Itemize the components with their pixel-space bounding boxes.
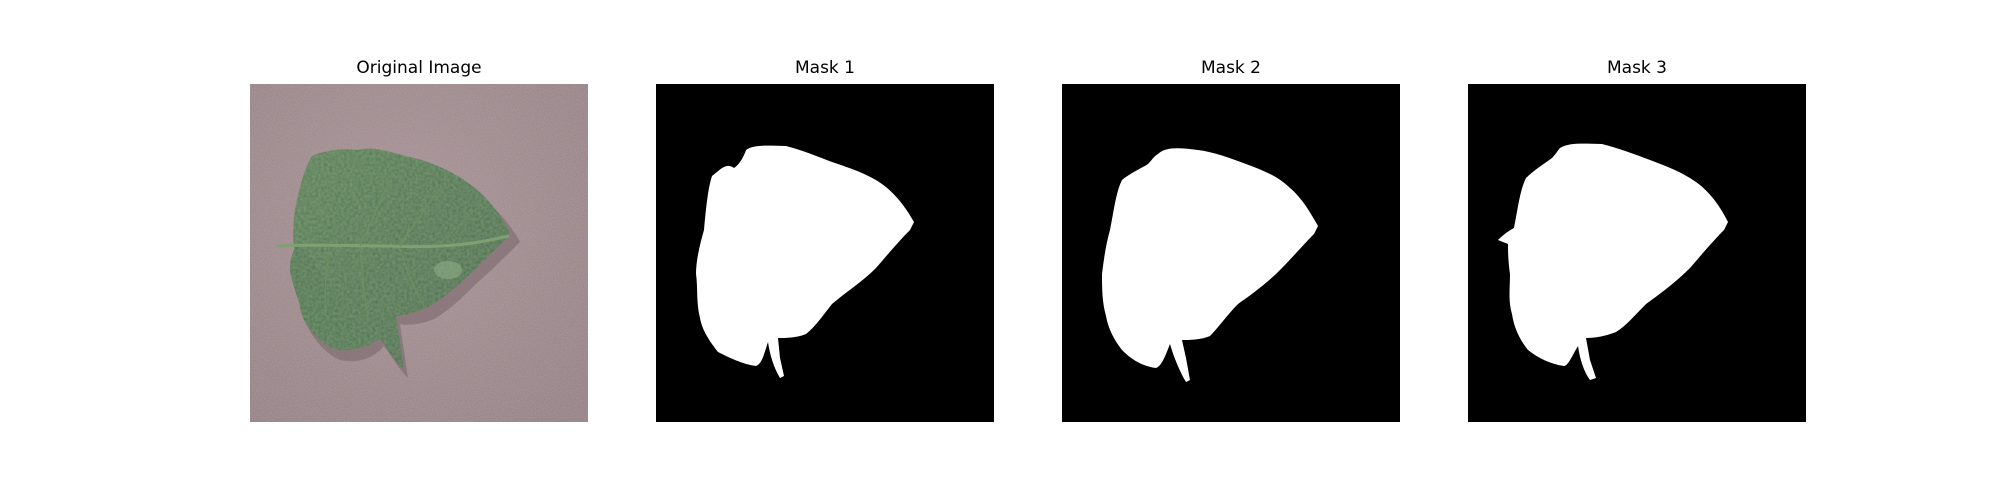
original-leaf-image <box>250 84 588 422</box>
leaf-vein <box>399 247 425 307</box>
leaf-vein <box>359 247 369 321</box>
panel-mask-1: Mask 1 <box>656 0 994 500</box>
mask-2-image <box>1062 84 1400 422</box>
panel-mask-2: Mask 2 <box>1062 0 1400 500</box>
panel-title-original: Original Image <box>356 58 482 78</box>
mask-foreground <box>696 145 914 378</box>
leaf-vein <box>359 179 391 247</box>
mask-3-image <box>1468 84 1806 422</box>
panel-original: Original Image <box>250 0 588 500</box>
leaf-body <box>293 148 510 370</box>
mask-hole <box>1604 340 1612 360</box>
leaf-vein <box>324 245 331 315</box>
panel-mask-3: Mask 3 <box>1468 0 1806 500</box>
panel-title-mask-2: Mask 2 <box>1200 58 1261 78</box>
leaf-vein <box>399 185 443 247</box>
leaf-midrib <box>276 234 510 249</box>
panel-title-mask-3: Mask 3 <box>1606 58 1667 78</box>
leaf-spot <box>434 261 462 279</box>
leaf-lobe <box>290 244 368 347</box>
mask-1-image <box>656 84 994 422</box>
leaf-vein <box>439 203 483 245</box>
mask-foreground <box>1102 148 1318 382</box>
panel-title-mask-1: Mask 1 <box>794 58 855 78</box>
mask-foreground <box>1498 143 1728 380</box>
